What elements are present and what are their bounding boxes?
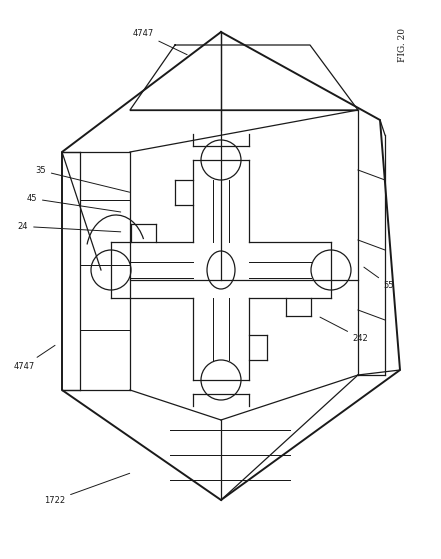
- Text: 1722: 1722: [44, 473, 130, 505]
- Text: 242: 242: [320, 317, 369, 343]
- Text: 55: 55: [364, 267, 394, 290]
- Text: FIG. 20: FIG. 20: [398, 28, 407, 62]
- Text: 4747: 4747: [132, 29, 187, 55]
- Text: 35: 35: [35, 166, 130, 192]
- Text: 24: 24: [18, 222, 121, 232]
- Text: 45: 45: [26, 194, 121, 212]
- Text: 4747: 4747: [13, 345, 55, 371]
